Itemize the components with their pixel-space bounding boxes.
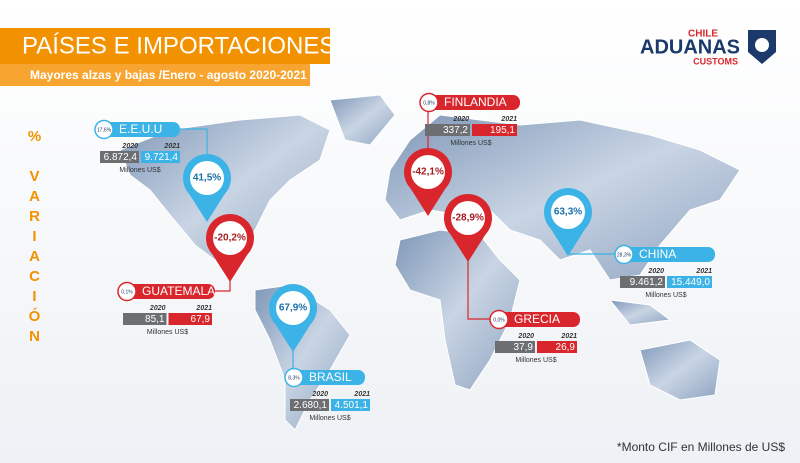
year-label: 2021 [500, 116, 517, 123]
share: 0,0% [493, 317, 505, 323]
share-badge [419, 92, 439, 113]
value-box [472, 124, 517, 136]
unit: Millones US$ [119, 167, 160, 174]
value: 4.501,1 [335, 400, 369, 411]
value-box [168, 313, 212, 325]
pin-face [451, 201, 485, 235]
logo-top: CHILE [688, 29, 718, 40]
variation: 63,3% [554, 207, 582, 218]
year-label: 2021 [353, 391, 370, 398]
value-box [537, 341, 577, 353]
unit: Millones US$ [515, 357, 556, 364]
year-label: 2020 [452, 116, 469, 123]
year-label: 2021 [560, 333, 577, 340]
country-name: FINLANDIA [444, 95, 507, 109]
year-label: 2020 [149, 305, 166, 312]
share: 8,3% [288, 375, 300, 381]
value-box [100, 151, 139, 163]
variation: -42,1% [412, 167, 444, 178]
value-box [331, 399, 370, 411]
pin-face [213, 221, 247, 255]
year-label: 2021 [163, 143, 180, 150]
pin-face [276, 291, 310, 325]
pin-face [411, 155, 445, 189]
value-box [290, 399, 329, 411]
subtitle: Mayores alzas y bajas /Enero - agosto 20… [30, 68, 307, 82]
logo: CHILE ADUANAS CUSTOMS [640, 29, 776, 66]
unit: Millones US$ [450, 140, 491, 147]
share: 0,1% [121, 289, 133, 295]
logo-name: ADUANAS [640, 36, 740, 58]
value: 15.449,0 [671, 277, 710, 288]
year-label: 2020 [311, 391, 328, 398]
value: 337,2 [443, 125, 468, 136]
country-card [95, 122, 180, 137]
pin-face [190, 161, 224, 195]
share-badge [284, 367, 304, 388]
share-badge [117, 281, 137, 302]
value-box [425, 124, 470, 136]
logo-bottom: CUSTOMS [693, 56, 738, 66]
variation: 41,5% [193, 173, 221, 184]
year-label: 2020 [517, 333, 534, 340]
country-card [118, 284, 215, 299]
value-box [667, 276, 712, 288]
value: 9.721,4 [145, 152, 179, 163]
year-label: 2021 [195, 305, 212, 312]
logo-star [755, 38, 769, 52]
share-badge [614, 244, 634, 265]
variation: -20,2% [214, 233, 246, 244]
country-card [615, 247, 715, 262]
subtitle-banner [0, 64, 310, 86]
share: 28,3% [617, 252, 632, 258]
title-banner [0, 28, 330, 64]
unit: Millones US$ [147, 329, 188, 336]
country-name: CHINA [639, 247, 676, 261]
value: 195,1 [490, 125, 515, 136]
value: 9.461,2 [630, 277, 664, 288]
share: 17,6% [97, 127, 112, 133]
country-card [285, 370, 365, 385]
country-name: BRASIL [309, 370, 352, 384]
country-name: E.E.U.U [119, 122, 162, 136]
value-box [141, 151, 180, 163]
year-label: 2021 [695, 268, 712, 275]
value: 67,9 [191, 314, 211, 325]
variation: 67,9% [279, 303, 307, 314]
footnote: *Monto CIF en Millones de US$ [617, 440, 785, 454]
value: 37,9 [514, 342, 534, 353]
share-badge [94, 119, 114, 140]
country-name: GRECIA [514, 312, 560, 326]
world-map [119, 94, 741, 431]
share: 0,8% [423, 100, 435, 106]
title: PAÍSES E IMPORTACIONES [22, 32, 335, 59]
value-box [620, 276, 665, 288]
country-card [420, 95, 520, 110]
value: 26,9 [556, 342, 576, 353]
variation: -28,9% [452, 213, 484, 224]
country-card [490, 312, 580, 327]
year-label: 2020 [121, 143, 138, 150]
value: 85,1 [145, 314, 165, 325]
country-name: GUATEMALA [142, 284, 215, 298]
unit: Millones US$ [309, 415, 350, 422]
value: 6.872,4 [104, 152, 138, 163]
year-label: 2020 [647, 268, 664, 275]
pin-face [551, 195, 585, 229]
value-box [495, 341, 535, 353]
share-badge [489, 309, 509, 330]
unit: Millones US$ [645, 292, 686, 299]
value: 2.680,1 [294, 400, 328, 411]
value-box [123, 313, 167, 325]
side-label: % VARIACIÓN [26, 128, 43, 348]
